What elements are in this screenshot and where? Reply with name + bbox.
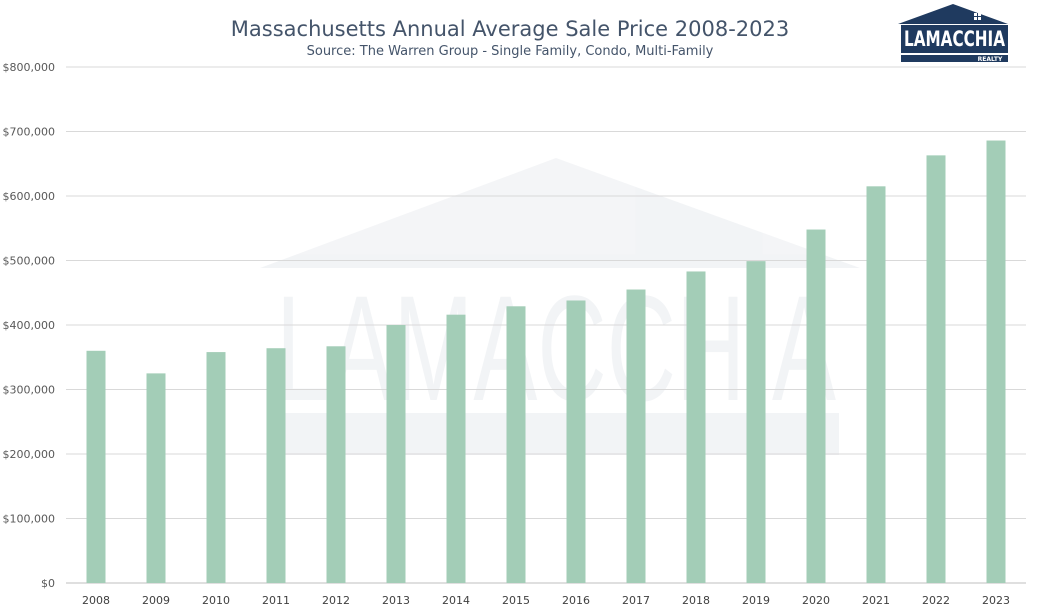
bar-2013: [386, 325, 406, 583]
roof-icon: [898, 4, 1008, 24]
y-tick-label: $200,000: [3, 448, 56, 461]
logo-name: LAMACCHIA: [904, 27, 1006, 51]
x-tick-label: 2020: [802, 594, 830, 607]
x-tick-label: 2023: [982, 594, 1010, 607]
chart-subtitle: Source: The Warren Group - Single Family…: [307, 44, 714, 59]
bar-2009: [146, 373, 166, 583]
bar-2020: [806, 229, 826, 584]
x-tick-label: 2016: [562, 594, 590, 607]
logo-tagline: REALTY: [978, 56, 1003, 63]
bar-2011: [266, 348, 286, 583]
chart-title: Massachusetts Annual Average Sale Price …: [231, 17, 789, 41]
y-tick-label: $100,000: [3, 513, 56, 526]
bar-2017: [626, 289, 646, 583]
bar-2016: [566, 300, 586, 583]
y-tick-label: $700,000: [3, 126, 56, 139]
bar-2021: [866, 186, 886, 583]
watermark-name: LAMACCHIA: [276, 264, 836, 432]
x-tick-label: 2015: [502, 594, 530, 607]
bar-2015: [506, 306, 526, 583]
x-tick-label: 2019: [742, 594, 770, 607]
bar-2019: [746, 261, 766, 583]
y-tick-label: $400,000: [3, 319, 56, 332]
x-tick-label: 2012: [322, 594, 350, 607]
x-tick-label: 2022: [922, 594, 950, 607]
x-tick-label: 2013: [382, 594, 410, 607]
bar-2010: [206, 352, 226, 583]
x-tick-label: 2021: [862, 594, 890, 607]
y-tick-label: $800,000: [3, 61, 56, 74]
x-tick-label: 2014: [442, 594, 470, 607]
bar-2012: [326, 346, 346, 583]
y-tick-label: $600,000: [3, 190, 56, 203]
x-tick-label: 2011: [262, 594, 290, 607]
x-tick-label: 2017: [622, 594, 650, 607]
bar-2023: [986, 140, 1006, 583]
x-tick-label: 2018: [682, 594, 710, 607]
y-tick-label: $0: [41, 577, 55, 590]
bar-2022: [926, 155, 946, 584]
y-tick-label: $300,000: [3, 384, 56, 397]
bar-2014: [446, 314, 466, 583]
y-tick-label: $500,000: [3, 255, 56, 268]
bar-2008: [86, 350, 106, 583]
gridlines: [66, 66, 1026, 584]
watermark-logo: LAMACCHIA: [260, 158, 860, 455]
x-tick-label: 2010: [202, 594, 230, 607]
bars: [86, 140, 1006, 584]
x-tick-label: 2008: [82, 594, 110, 607]
x-axis-ticks: 2008 2009 2010 2011 2012 2013 2014 2015 2016 2017…: [82, 594, 1010, 607]
y-axis-ticks: $0 $100,000 $200,000 $300,000 $400,000 $500,0…: [3, 61, 56, 590]
bar-2018: [686, 271, 706, 583]
lamacchia-logo: LAMACCHIA REALTY: [898, 4, 1008, 63]
x-tick-label: 2009: [142, 594, 170, 607]
